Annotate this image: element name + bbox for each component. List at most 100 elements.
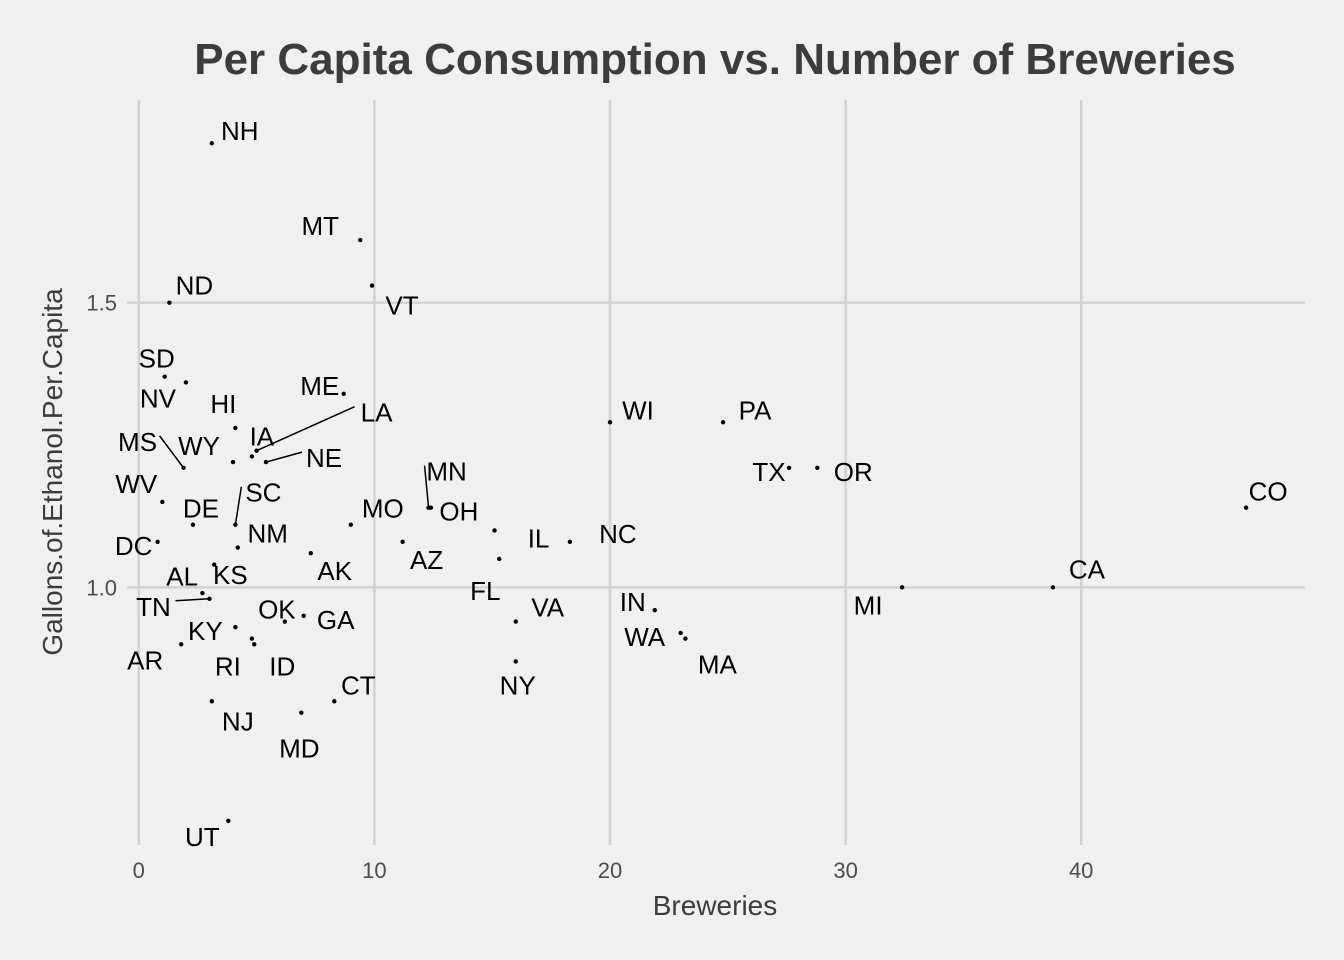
data-point-al (211, 562, 217, 567)
data-point-ut (226, 818, 231, 824)
point-label-id: ID (269, 651, 295, 681)
data-point-tn (207, 596, 212, 601)
data-point-la (254, 448, 259, 453)
point-label-mn: MN (426, 457, 466, 487)
point-label-ok: OK (258, 595, 296, 625)
point-label-nc: NC (599, 519, 637, 549)
data-point-dc (155, 539, 160, 545)
point-label-nm: NM (248, 519, 288, 549)
data-point-mo (348, 522, 354, 527)
point-label-vt: VT (385, 291, 418, 321)
data-point-mt (358, 237, 363, 243)
x-axis-title: Breweries (653, 890, 777, 921)
point-label-mt: MT (301, 211, 339, 241)
point-label-mi: MI (854, 590, 883, 620)
point-label-la: LA (361, 398, 393, 428)
chart-title: Per Capita Consumption vs. Number of Bre… (194, 35, 1236, 84)
leader-line-mn (423, 465, 430, 508)
y-axis-title: Gallons.of.Ethanol.Per.Capita (37, 288, 68, 656)
point-label-nd: ND (176, 271, 214, 301)
leader-line-ms (158, 435, 185, 469)
data-point-wa (678, 630, 683, 636)
point-label-nh: NH (221, 116, 259, 146)
point-label-ak: AK (317, 556, 352, 586)
data-point-az (400, 539, 405, 545)
y-tick-label: 1.0 (86, 575, 117, 600)
data-point-de (190, 522, 196, 527)
data-point-mi (899, 585, 905, 590)
data-point-ri (249, 636, 255, 641)
point-label-md: MD (279, 734, 319, 764)
point-label-ut: UT (185, 822, 220, 852)
point-label-nv: NV (140, 383, 177, 413)
data-point-ga (301, 613, 306, 619)
data-point-hi (233, 425, 238, 431)
point-label-wv: WV (115, 469, 158, 499)
leader-line-ne (265, 451, 303, 463)
data-point-il (492, 528, 497, 533)
data-point-tx (786, 465, 792, 471)
grid-lines (127, 100, 1305, 845)
point-label-ca: CA (1069, 554, 1106, 584)
point-label-sd: SD (139, 344, 175, 374)
data-point-pa (720, 420, 726, 425)
point-label-va: VA (531, 593, 564, 623)
data-point-ne (263, 459, 269, 465)
x-tick-label: 10 (362, 858, 386, 883)
leader-line-la (256, 406, 355, 452)
point-label-wa: WA (624, 622, 666, 652)
data-point-ny (513, 659, 518, 664)
data-point-vt (369, 283, 375, 288)
leader-line-tn (175, 598, 210, 602)
data-point-ia (249, 454, 255, 459)
y-tick-label: 1.5 (86, 291, 117, 316)
point-label-me: ME (300, 371, 339, 401)
data-point-nc (567, 539, 573, 545)
data-point-id (252, 642, 257, 647)
data-point-in (652, 607, 657, 613)
data-point-ar (178, 642, 184, 647)
point-label-mo: MO (362, 494, 404, 524)
point-label-fl: FL (470, 576, 500, 606)
data-point-wv (160, 499, 165, 505)
point-label-ma: MA (698, 650, 738, 680)
point-label-ga: GA (317, 605, 355, 635)
point-label-dc: DC (115, 531, 153, 561)
point-labels: NH MT VT ND SD NV ME HI WI PA LA IA NE WY MS TX OR WV CO MN… (115, 116, 1288, 852)
point-label-ar: AR (127, 645, 163, 675)
point-label-sc: SC (245, 478, 281, 508)
point-label-oh: OH (439, 497, 478, 527)
data-point-wi (607, 420, 613, 425)
data-point-fl (497, 556, 502, 562)
data-point-nh (209, 141, 215, 146)
point-label-nj: NJ (222, 706, 254, 736)
data-point-ms (181, 465, 186, 471)
data-point-nv (183, 380, 189, 385)
leader-line-sc (234, 486, 243, 525)
label-leaders (158, 406, 430, 602)
point-label-al: AL (166, 562, 198, 592)
data-point-nm (235, 545, 240, 550)
point-label-co: CO (1249, 477, 1288, 507)
point-label-de: DE (183, 494, 219, 524)
point-label-ri: RI (215, 652, 241, 682)
data-point-va (513, 619, 518, 624)
data-point-ky (233, 625, 238, 630)
point-label-tx: TX (752, 457, 785, 487)
point-label-wi: WI (622, 395, 654, 425)
data-point-md (299, 710, 304, 715)
data-point-ok (282, 619, 288, 624)
x-tick-label: 40 (1069, 858, 1093, 883)
data-point-wy (230, 459, 236, 465)
data-point-ma (683, 636, 688, 641)
data-point-co (1243, 505, 1249, 510)
data-point-sc (233, 522, 238, 527)
data-point-nj (209, 699, 215, 704)
data-point-ak (308, 551, 313, 556)
point-label-ks: KS (213, 560, 248, 590)
point-label-ky: KY (188, 616, 223, 646)
point-label-ia: IA (250, 421, 275, 451)
data-point-me (341, 391, 346, 396)
